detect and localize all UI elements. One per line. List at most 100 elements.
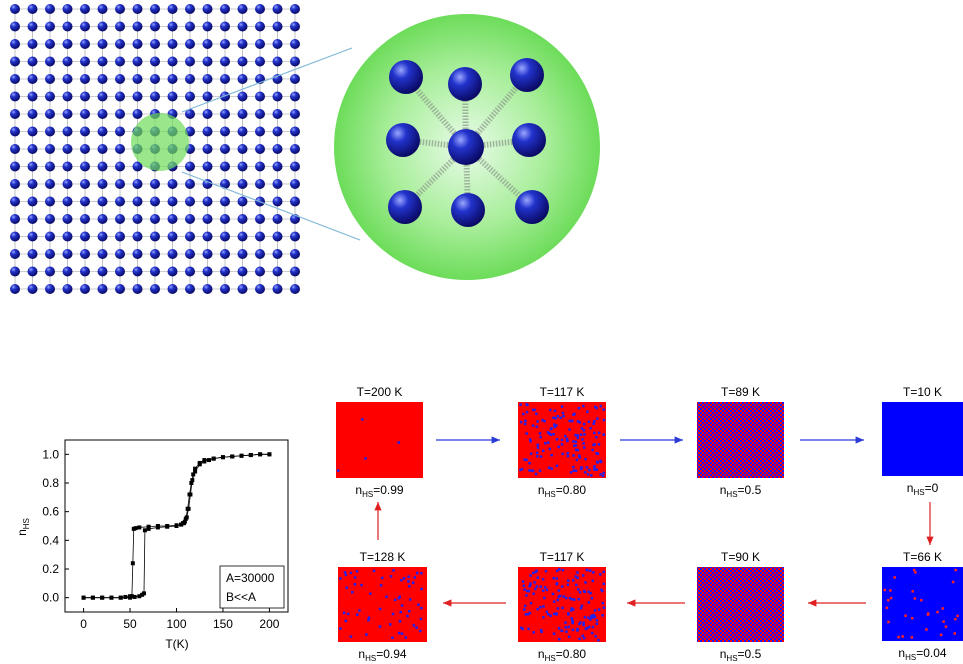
y-tick-label: 0.4 — [42, 533, 59, 547]
spin — [391, 637, 394, 640]
snapshot-label: nHS=0.99 — [355, 483, 404, 499]
atom — [238, 4, 248, 14]
data-point — [128, 596, 132, 600]
atom — [63, 179, 73, 189]
spin — [408, 585, 411, 588]
atom — [185, 232, 195, 242]
spin — [583, 429, 586, 432]
atom — [290, 127, 300, 137]
spin — [568, 428, 571, 431]
spin — [592, 444, 595, 447]
data-point — [147, 527, 151, 531]
spin — [561, 405, 564, 408]
spin — [360, 584, 363, 587]
atom — [203, 92, 213, 102]
label-value: =0.04 — [916, 646, 947, 660]
atom — [10, 57, 20, 67]
atom — [28, 232, 38, 242]
atom — [98, 232, 108, 242]
spin — [893, 576, 896, 579]
spin — [561, 585, 564, 588]
spin — [417, 604, 420, 607]
spin — [537, 576, 540, 579]
spin — [558, 568, 561, 571]
spin — [562, 569, 565, 572]
spin — [576, 629, 579, 632]
atom — [133, 39, 143, 49]
spin — [394, 599, 397, 602]
spin — [519, 403, 522, 406]
spin — [550, 467, 553, 470]
spin — [575, 584, 578, 587]
spin — [603, 606, 606, 609]
spin — [584, 471, 587, 474]
atom — [273, 284, 283, 294]
spin — [598, 608, 601, 611]
spin — [414, 576, 417, 579]
atom — [80, 284, 90, 294]
atom — [185, 179, 195, 189]
atom — [220, 39, 230, 49]
atom — [255, 284, 265, 294]
atom — [290, 4, 300, 14]
spin — [347, 613, 350, 616]
spin — [539, 470, 542, 473]
spin — [385, 595, 388, 598]
spin — [401, 632, 404, 635]
spin — [554, 410, 557, 413]
atom — [80, 267, 90, 277]
atom — [273, 92, 283, 102]
spin — [413, 624, 416, 627]
atom — [448, 67, 482, 101]
spin — [525, 459, 528, 462]
data-point — [132, 527, 136, 531]
spin — [887, 621, 890, 624]
data-point — [184, 517, 188, 521]
spin — [536, 608, 539, 611]
atom — [45, 39, 55, 49]
spin — [577, 434, 580, 437]
spin — [543, 420, 546, 423]
atom — [150, 214, 160, 224]
spin — [552, 417, 555, 420]
atom — [63, 127, 73, 137]
spin — [539, 432, 542, 435]
spin — [379, 625, 382, 628]
spin — [526, 432, 529, 435]
atom — [185, 4, 195, 14]
y-tick-label: 1.0 — [42, 447, 59, 461]
spin — [581, 438, 584, 441]
atom — [98, 214, 108, 224]
data-point — [198, 461, 202, 465]
spin — [953, 632, 956, 635]
spin — [339, 577, 342, 580]
spin — [354, 583, 357, 586]
atom — [150, 267, 160, 277]
atom — [273, 197, 283, 207]
atom — [115, 144, 125, 154]
atom — [63, 74, 73, 84]
atom — [45, 74, 55, 84]
atom — [80, 144, 90, 154]
atom — [290, 22, 300, 32]
atom — [133, 74, 143, 84]
spin — [356, 570, 359, 573]
spin — [595, 436, 598, 439]
atom — [238, 144, 248, 154]
spin — [597, 639, 600, 642]
spin — [533, 409, 536, 412]
spin — [561, 453, 564, 456]
atom — [98, 57, 108, 67]
spin — [573, 469, 576, 472]
atom — [168, 284, 178, 294]
spin — [337, 469, 340, 472]
spin — [889, 589, 892, 592]
spin — [578, 638, 581, 641]
spin — [557, 446, 560, 449]
atom — [238, 232, 248, 242]
data-point — [193, 467, 197, 471]
label-base: n — [538, 483, 545, 497]
data-point — [202, 458, 206, 462]
atom — [273, 39, 283, 49]
spin — [575, 444, 578, 447]
